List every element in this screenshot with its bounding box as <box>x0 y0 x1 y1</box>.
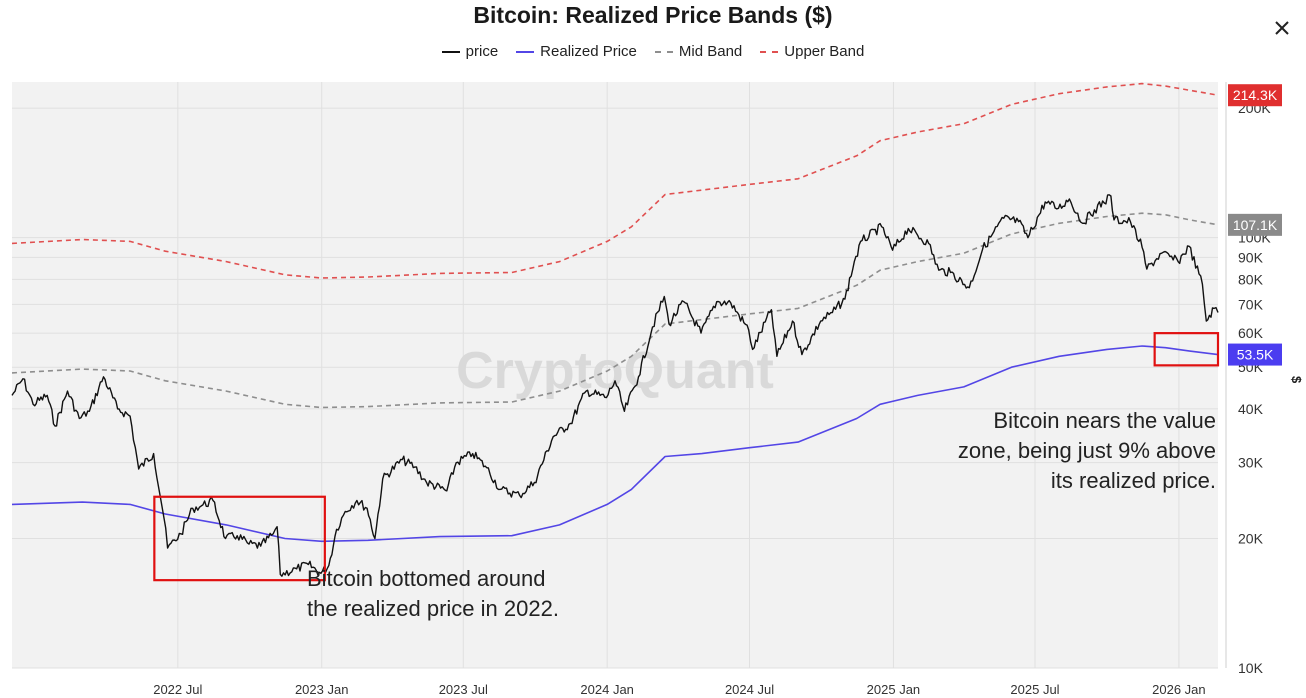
legend-item-upper-band[interactable]: Upper Band <box>760 43 864 60</box>
legend-item-mid-band[interactable]: Mid Band <box>654 43 743 60</box>
annotation-left-line-1: Bitcoin bottomed around <box>307 566 546 591</box>
y-axis-unit: $ <box>1289 376 1304 384</box>
value-label-text-realized-price: 53.5K <box>1237 347 1274 363</box>
value-label-mid-band: 107.1K <box>1228 213 1282 236</box>
x-axis: 2022 Jul 2023 Jan 2023 Jul 2024 Jan 2024 Jul… <box>153 682 1205 697</box>
series-line-mid-band <box>11 212 1219 409</box>
x-tick-label-2023-jul: 2023 Jul <box>439 682 488 697</box>
legend-swatch-upper-band <box>760 50 779 53</box>
y-tick-label-70k: 70K <box>1238 296 1264 312</box>
annotation-right: Bitcoin nears the value zone, being just… <box>900 406 1216 496</box>
y-tick-label-40k: 40K <box>1238 401 1264 417</box>
close-icon <box>1275 21 1289 35</box>
series-line-upper-band <box>11 82 1219 279</box>
annotation-right-line-1: Bitcoin nears the value <box>993 408 1216 433</box>
chart-title: Bitcoin: Realized Price Bands ($) <box>473 2 833 28</box>
annotation-left-line-2: the realized price in 2022. <box>307 596 559 621</box>
highlight-box-1 <box>153 495 326 582</box>
value-label-text-upper-band: 214.3K <box>1233 87 1278 103</box>
y-tick-label-60k: 60K <box>1238 325 1264 341</box>
legend-label-price: price <box>465 43 499 60</box>
x-tick-label-2026-jan: 2026 Jan <box>1152 682 1206 697</box>
value-label-text-mid-band: 107.1K <box>1233 217 1278 233</box>
x-tick-label-2022-jul: 2022 Jul <box>153 682 202 697</box>
close-button[interactable] <box>1268 14 1296 42</box>
legend-label-realized-price: Realized Price <box>540 43 637 60</box>
x-tick-label-2025-jan: 2025 Jan <box>867 682 921 697</box>
grid <box>12 82 1218 669</box>
legend-item-price[interactable]: price <box>441 43 499 60</box>
highlight-box-2 <box>1153 332 1220 367</box>
y-tick-label-10k: 10K <box>1238 660 1264 676</box>
legend-item-realized-price[interactable]: Realized Price <box>516 43 637 60</box>
legend-swatch-realized-price <box>516 50 535 53</box>
legend-swatch-price <box>441 50 460 53</box>
legend-swatch-mid-band <box>654 50 673 53</box>
y-tick-label-80k: 80K <box>1238 271 1264 287</box>
highlight-boxes <box>153 332 1220 582</box>
legend-label-mid-band: Mid Band <box>678 43 743 60</box>
annotation-left: Bitcoin bottomed around the realized pri… <box>307 564 559 624</box>
series-line-realized-price <box>11 345 1219 543</box>
value-label-bg-upper-band <box>1228 84 1282 107</box>
x-tick-label-2023-jan: 2023 Jan <box>295 682 349 697</box>
legend-label-upper-band: Upper Band <box>784 43 865 60</box>
y-tick-label-90k: 90K <box>1238 249 1264 265</box>
value-label-bg-realized-price <box>1228 343 1282 366</box>
watermark: CryptoQuant <box>456 342 774 400</box>
legend: price Realized Price Mid Band Upper Band <box>0 43 1306 60</box>
y-tick-label-30k: 30K <box>1238 455 1264 471</box>
value-label-upper-band: 214.3K <box>1228 84 1282 107</box>
y-tick-label-20k: 20K <box>1238 530 1264 546</box>
series-line-price <box>11 194 1219 577</box>
x-tick-label-2024-jul: 2024 Jul <box>725 682 774 697</box>
value-label-realized-price: 53.5K <box>1228 343 1282 366</box>
annotation-right-line-2: zone, being just 9% above <box>957 438 1216 463</box>
annotation-right-line-3: its realized price. <box>1050 468 1216 493</box>
x-tick-label-2024-jan: 2024 Jan <box>580 682 634 697</box>
last-value-labels: 214.3K 107.1K 53.5K <box>1228 84 1282 366</box>
value-label-bg-mid-band <box>1228 213 1282 236</box>
x-tick-label-2025-jul: 2025 Jul <box>1010 682 1059 697</box>
plot-area <box>12 82 1218 668</box>
series-layer <box>11 82 1219 577</box>
